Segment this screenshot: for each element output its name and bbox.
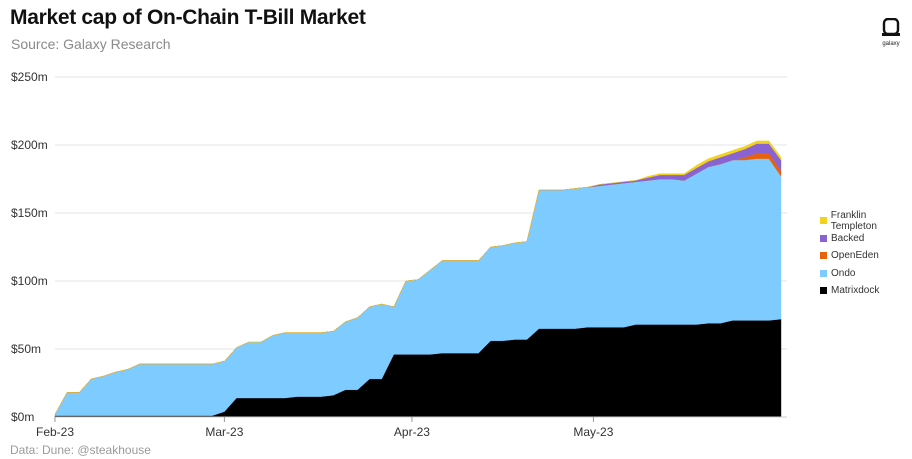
legend-label-franklin-templeton: Franklin Templeton bbox=[830, 209, 877, 232]
galaxy-logo: galaxy bbox=[876, 17, 906, 47]
area-series-franklin-templeton bbox=[54, 140, 782, 415]
y-tick-label: $0m bbox=[11, 410, 34, 424]
chart-title: Market cap of On-Chain T-Bill Market bbox=[10, 6, 366, 29]
legend-swatch-ondo bbox=[820, 269, 827, 277]
legend-swatch-matrixdock bbox=[820, 287, 827, 295]
x-tick-label: Apr-23 bbox=[394, 425, 430, 439]
y-tick-label: $200m bbox=[11, 138, 48, 152]
legend-label-ondo: Ondo bbox=[831, 267, 856, 279]
legend-item-franklin-templeton: Franklin Templeton bbox=[820, 209, 912, 232]
y-tick-label: $250m bbox=[11, 70, 48, 84]
y-tick-label: $150m bbox=[11, 206, 48, 220]
legend-item-matrixdock: Matrixdock bbox=[820, 282, 912, 300]
y-tick-label: $50m bbox=[11, 342, 41, 356]
x-tick-label: May-23 bbox=[573, 425, 613, 439]
legend-label-openeden: OpenEden bbox=[831, 250, 879, 262]
legend-swatch-backed bbox=[820, 234, 827, 242]
legend-item-openeden: OpenEden bbox=[820, 247, 912, 265]
legend-swatch-franklin-templeton bbox=[820, 217, 827, 225]
chart-subtitle: Source: Galaxy Research bbox=[11, 36, 171, 52]
legend-label-matrixdock: Matrixdock bbox=[831, 285, 880, 297]
legend-swatch-openeden bbox=[820, 252, 827, 260]
x-tick-label: Mar-23 bbox=[205, 425, 243, 439]
chart-footer: Data: Dune: @steakhouse bbox=[10, 443, 151, 457]
chart-legend: Franklin Templeton Backed OpenEden Ondo Matr… bbox=[820, 209, 912, 300]
legend-item-backed: Backed bbox=[820, 230, 912, 248]
y-tick-label: $100m bbox=[11, 274, 48, 288]
galaxy-logo-icon bbox=[882, 17, 900, 36]
legend-item-ondo: Ondo bbox=[820, 265, 912, 283]
galaxy-logo-text: galaxy bbox=[882, 41, 900, 47]
legend-label-backed: Backed bbox=[831, 232, 865, 244]
x-tick-label: Feb-23 bbox=[36, 425, 74, 439]
